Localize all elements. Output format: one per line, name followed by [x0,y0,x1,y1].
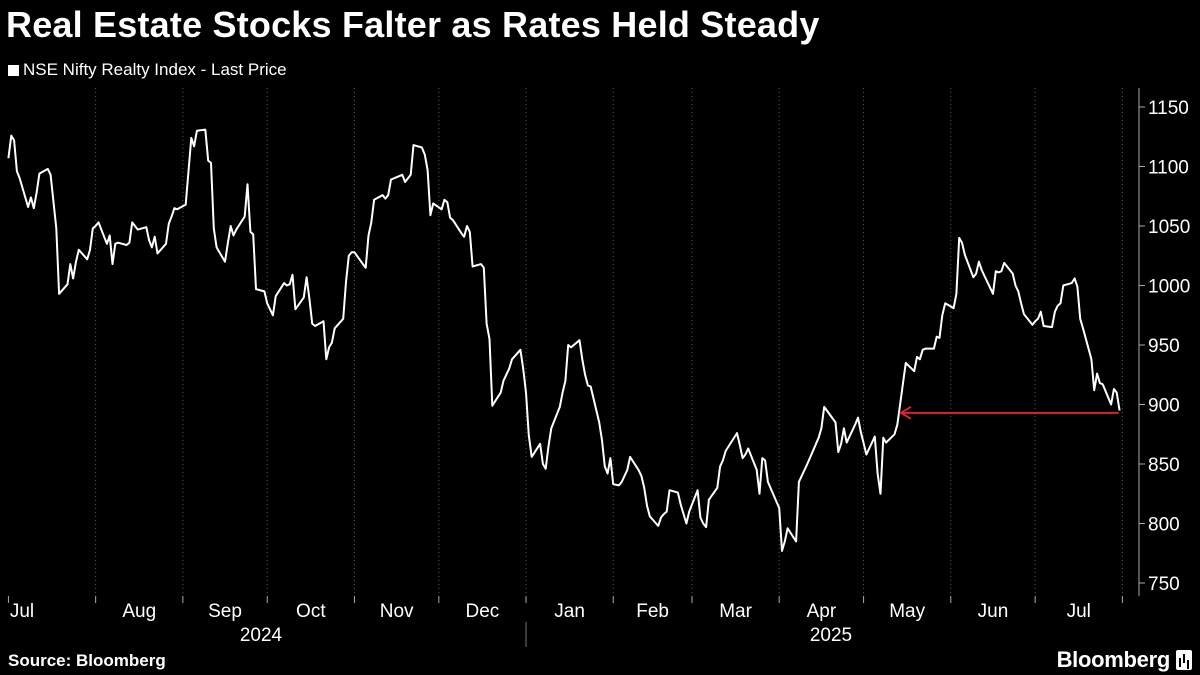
y-tick-label: 1100 [1148,158,1189,179]
y-axis: 750 800 850 900 950 1000 1050 1100 1150 [1138,88,1190,596]
x-tick-label: Sep [208,601,242,622]
legend-label: NSE Nifty Realty Index - Last Price [23,60,287,79]
y-tick-label: 850 [1148,455,1180,476]
x-tick-label: Oct [296,601,326,622]
brand: Bloomberg [1057,647,1192,673]
annotation-layer [899,405,1119,420]
x-tick-label: Jan [554,601,585,622]
y-tick-label: 1150 [1148,98,1189,119]
y-tick-label: 750 [1148,574,1180,595]
grid-lines [95,88,1123,596]
brand-name: Bloomberg [1056,647,1171,672]
source-note: Source: Bloomberg [8,651,166,670]
x-tick-label: Feb [636,601,669,622]
legend: NSE Nifty Realty Index - Last Price [8,60,287,80]
y-tick-label: 900 [1148,396,1180,417]
x-tick-label: Mar [719,601,752,622]
annotation-arrowhead [899,405,912,420]
series-layer [7,128,1121,552]
x-tick-label: Apr [807,601,837,622]
year-label: 2024 [240,625,283,646]
legend-swatch [8,64,19,76]
x-tick-label: Jun [978,601,1009,622]
y-tick-label: 1000 [1148,277,1190,298]
bloomberg-chart-icon [1176,650,1192,670]
x-tick-label: Jul [1067,601,1091,622]
x-tick-label: Aug [122,601,156,622]
x-tick-label: Nov [380,601,414,622]
y-tick-label: 1050 [1148,217,1190,238]
series-line [7,128,1121,552]
y-tick-label: 800 [1148,515,1180,536]
x-tick-label: May [889,601,925,622]
chart-title: Real Estate Stocks Falter as Rates Held … [6,4,820,45]
y-tick-label: 950 [1148,336,1180,357]
year-label: 2025 [810,625,852,646]
x-axis: Jul Aug Sep Oct Nov Dec Jan Feb Mar Apr May Jun Jul 2… [7,596,1123,647]
x-tick-label: Dec [466,601,500,622]
x-tick-label: Jul [10,601,34,622]
